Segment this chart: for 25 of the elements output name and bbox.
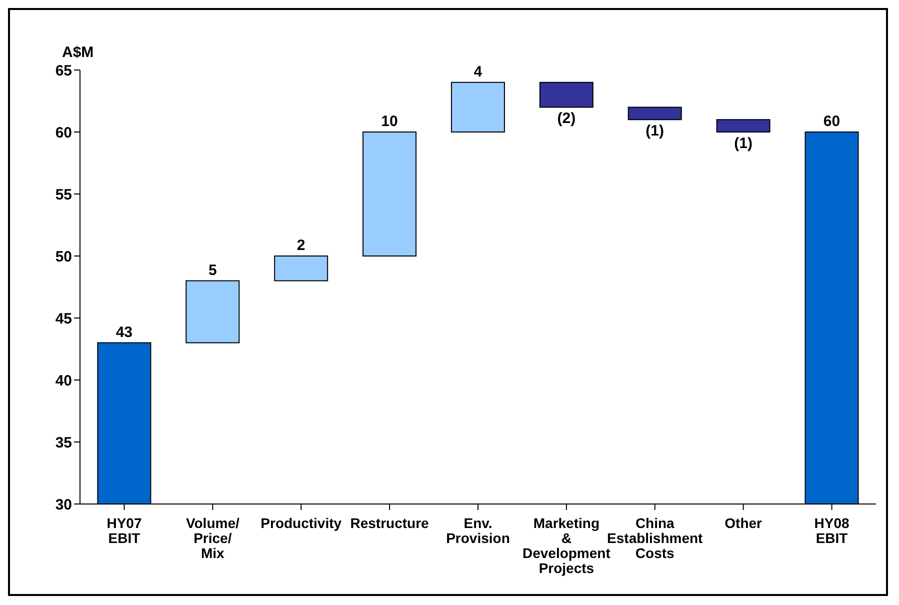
data-label: (1): [734, 135, 752, 152]
y-tick-label: 35: [55, 434, 72, 452]
y-tick-label: 60: [55, 124, 72, 142]
data-label: 10: [381, 113, 398, 130]
y-axis-title: A$M: [62, 44, 94, 61]
y-tick-label: 50: [55, 248, 72, 266]
data-label: (1): [646, 122, 664, 140]
x-tick-label: HY08 EBIT: [814, 515, 850, 546]
data-label: 5: [208, 262, 217, 279]
data-label: 43: [116, 324, 133, 341]
x-tick-label: Restructure: [350, 515, 430, 531]
y-tick-label: 45: [55, 310, 72, 328]
x-tick-label: Env. Provision: [446, 515, 510, 546]
x-tick-label: Productivity: [260, 515, 342, 531]
x-tick-label: Other: [724, 515, 763, 531]
x-tick-label: Volume/ Price/ Mix: [186, 515, 240, 561]
data-label: 60: [823, 113, 840, 130]
data-label: 4: [474, 63, 483, 80]
y-tick-label: 30: [55, 496, 72, 514]
x-tick-label: HY07 EBIT: [106, 515, 142, 546]
y-tick-label: 40: [55, 372, 72, 390]
y-tick-label: 65: [55, 62, 72, 80]
data-label: (2): [557, 110, 576, 128]
y-tick-label: 55: [55, 186, 72, 204]
data-label: 2: [296, 237, 306, 254]
